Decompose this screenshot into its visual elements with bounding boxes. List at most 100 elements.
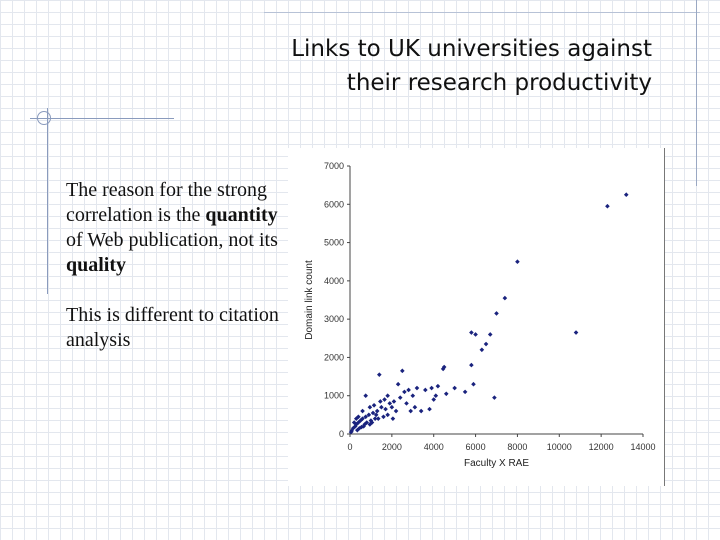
body-text: The reason for the strong correlation is… [66, 178, 296, 378]
data-point [414, 385, 420, 391]
data-point [387, 401, 393, 406]
data-point [356, 414, 361, 420]
data-point [372, 416, 378, 421]
data-point [367, 404, 373, 410]
x-tick-label: 14000 [630, 442, 655, 452]
data-point [406, 387, 411, 393]
paragraph-citation: This is different to citation analysis [66, 304, 279, 351]
data-point [473, 332, 478, 337]
top-rule [264, 12, 700, 13]
x-tick-label: 10000 [547, 442, 572, 452]
data-point [378, 399, 383, 404]
data-point [502, 295, 508, 301]
data-point [370, 410, 376, 416]
data-point [395, 381, 401, 387]
y-tick-label: 0 [339, 429, 344, 439]
corner-circle [37, 111, 51, 125]
data-point [515, 259, 520, 265]
data-point [487, 332, 493, 337]
data-point [605, 203, 610, 209]
data-point [353, 416, 359, 421]
data-point [369, 420, 375, 425]
paragraph-quantity: The reason for the strong correlation is… [66, 178, 296, 278]
slide-title: Links to UK universities against their r… [232, 32, 652, 100]
data-point [377, 372, 382, 377]
bold-quantity: quantity [205, 204, 278, 226]
y-tick-label: 5000 [324, 238, 344, 248]
data-point [431, 397, 437, 402]
chart-axes [349, 166, 643, 435]
data-point [404, 401, 409, 406]
data-point [423, 387, 428, 393]
y-axis-ticks: 0 1000 2000 3000 4000 5000 6000 7000 [324, 161, 350, 439]
x-tick-label: 6000 [466, 442, 486, 452]
data-point [471, 381, 476, 387]
x-tick-label: 12000 [589, 442, 614, 452]
bold-quality: quality [66, 254, 127, 276]
data-point [385, 393, 390, 399]
data-point [385, 412, 390, 418]
data-point [410, 393, 416, 399]
left-accent-rule-horizontal [30, 118, 174, 119]
data-point [623, 192, 629, 198]
x-tick-label: 2000 [382, 442, 402, 452]
data-point [479, 347, 485, 353]
chart-right-edge [664, 148, 665, 486]
data-point [389, 404, 395, 410]
data-point [440, 366, 446, 372]
data-point [418, 408, 424, 414]
x-tick-label: 4000 [424, 442, 444, 452]
data-point [371, 402, 377, 408]
title-line-2: their research productivity [346, 70, 652, 96]
data-point [374, 408, 380, 414]
scatter-chart: 0 2000 4000 6000 8000 10000 12000 14000 0 1000 20… [304, 161, 656, 469]
y-tick-label: 7000 [324, 161, 344, 171]
right-rule [696, 0, 697, 186]
y-tick-label: 2000 [324, 352, 344, 362]
data-point [379, 404, 384, 410]
data-point [363, 393, 368, 399]
data-point [483, 341, 489, 347]
data-point [375, 416, 381, 421]
data-point [469, 362, 474, 368]
data-point [433, 393, 439, 399]
data-point [390, 416, 396, 421]
data-point [400, 368, 405, 374]
y-tick-label: 3000 [324, 314, 344, 324]
data-point [427, 406, 432, 412]
data-point [381, 414, 386, 420]
data-point [360, 408, 365, 414]
data-point [383, 406, 388, 412]
data-point [462, 389, 468, 395]
para1-prefix: The reason for the strong correlation is… [66, 179, 268, 226]
data-point [393, 408, 399, 414]
data-point [402, 389, 407, 395]
data-point [469, 330, 474, 335]
data-point [356, 420, 361, 425]
data-point [494, 311, 499, 316]
data-point [452, 385, 457, 391]
data-point [573, 330, 579, 335]
y-tick-label: 4000 [324, 276, 344, 286]
data-point [408, 408, 413, 414]
data-point [364, 420, 370, 425]
left-accent-rule-vertical [47, 108, 48, 294]
x-tick-label: 8000 [507, 442, 527, 452]
data-point [435, 383, 441, 389]
data-point [412, 404, 418, 410]
data-points [348, 192, 629, 435]
y-tick-label: 6000 [324, 199, 344, 209]
x-axis-ticks: 0 2000 4000 6000 8000 10000 12000 14000 [347, 434, 656, 452]
x-axis-title: Faculty X RAE [464, 458, 529, 469]
y-tick-label: 1000 [324, 391, 344, 401]
data-point [492, 395, 497, 400]
data-point [429, 385, 434, 391]
data-point [352, 424, 358, 429]
data-point [397, 395, 403, 400]
title-line-1: Links to UK universities against [291, 36, 652, 62]
y-axis-title: Domain link count [304, 260, 315, 340]
data-point [362, 422, 367, 427]
para1-mid: of Web publication, not its [66, 229, 278, 251]
data-point [391, 399, 397, 404]
x-tick-label: 0 [347, 442, 352, 452]
